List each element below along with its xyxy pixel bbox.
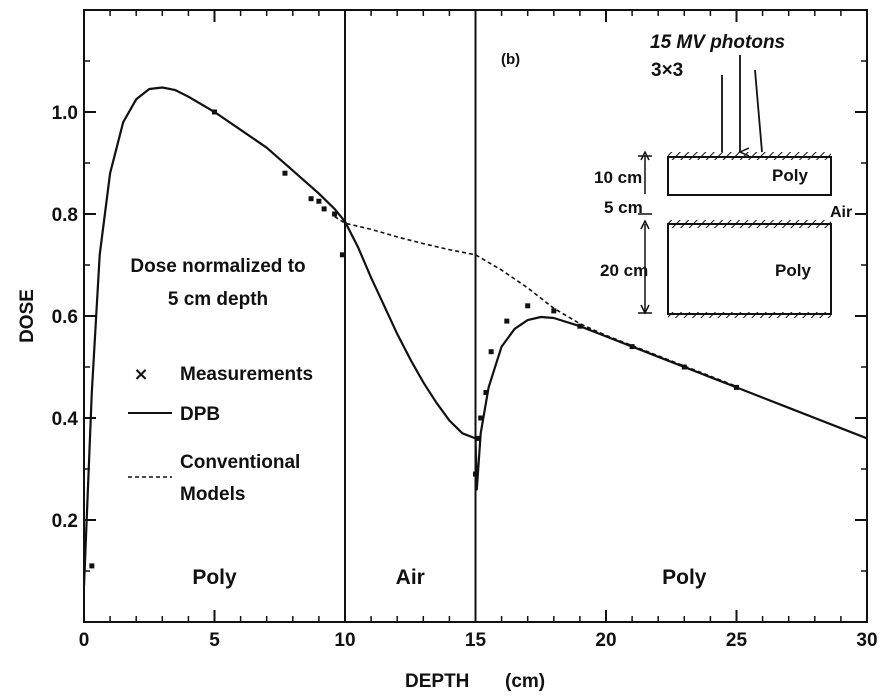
legend-conventional-label-2: Models <box>180 484 245 505</box>
region-label: Poly <box>662 566 707 589</box>
measurement-point <box>473 471 478 477</box>
measurement-point <box>321 206 327 212</box>
annotation-line-1: Dose normalized to <box>130 256 305 277</box>
legend-dpb-label: DPB <box>180 404 220 425</box>
series-layer <box>82 86 868 587</box>
legend: × Measurements DPB Conventional Models <box>128 364 313 505</box>
geometry-inset: 15 MV photons 3×3 Poly Poly Air 10 cm 5 … <box>594 32 852 318</box>
legend-measurements-symbol: × <box>133 364 148 385</box>
x-axis-unit: (cm) <box>505 671 545 692</box>
measurement-point <box>504 318 510 324</box>
measurement-point <box>308 196 314 202</box>
region-label: Air <box>396 566 425 589</box>
x-tick-label: 15 <box>465 630 487 651</box>
measurement-point <box>577 323 583 329</box>
inset-title: 15 MV photons <box>650 32 785 53</box>
dim-arrow-1 <box>640 150 650 161</box>
bottom-slab-material: Poly <box>775 261 811 280</box>
measurement-point <box>734 384 739 390</box>
region-labels: Poly Air Poly <box>192 566 706 589</box>
measurement-point <box>551 308 557 314</box>
measurement-point <box>525 303 531 309</box>
x-tick-label: 5 <box>209 630 220 651</box>
inset-field-size: 3×3 <box>651 60 683 81</box>
bottom-thickness-label: 20 cm <box>600 261 648 280</box>
y-axis-ticks: 0.2 0.4 0.6 0.8 1.0 <box>52 60 867 572</box>
gap-thickness-label: 5 cm <box>604 198 643 217</box>
measurement-point <box>483 390 489 395</box>
measurement-point <box>282 170 288 176</box>
measurement-point <box>339 252 345 258</box>
gap-material: Air <box>830 204 852 221</box>
annotation-line-2: 5 cm depth <box>168 289 268 310</box>
measurement-point <box>629 344 635 350</box>
top-slab <box>667 156 832 196</box>
measurement-point <box>478 415 484 421</box>
dpb-line <box>82 86 868 587</box>
conventional-models-line <box>334 215 737 388</box>
x-tick-label: 10 <box>334 630 355 651</box>
y-tick-label: 0.2 <box>52 511 78 532</box>
y-tick-label: 1.0 <box>52 103 78 124</box>
measurement-point <box>316 198 322 204</box>
measurement-point <box>475 435 481 441</box>
y-tick-label: 0.4 <box>52 409 79 430</box>
y-axis-title: DOSE <box>17 289 38 343</box>
bottom-slab-base-hatch <box>668 312 831 318</box>
dim-arrow-2 <box>640 219 650 230</box>
x-tick-label: 30 <box>856 630 877 651</box>
y-tick-label: 0.6 <box>52 307 78 328</box>
panel-label: (b) <box>501 51 520 68</box>
legend-measurements-label: Measurements <box>180 364 313 385</box>
region-boundaries <box>344 10 477 622</box>
x-tick-label: 25 <box>726 630 748 651</box>
measurement-point <box>212 109 217 115</box>
x-tick-label: 20 <box>595 630 616 651</box>
measurement-point <box>89 563 95 569</box>
top-slab-material: Poly <box>772 166 808 185</box>
measurement-point <box>332 211 338 217</box>
beam-line-right-upper <box>754 69 763 153</box>
region-label: Poly <box>192 566 237 589</box>
measurement-point <box>681 364 687 370</box>
measurement-point <box>488 349 494 355</box>
x-axis-title: DEPTH <box>405 671 469 692</box>
x-tick-label: 0 <box>79 630 90 651</box>
top-thickness-label: 10 cm <box>594 168 642 187</box>
y-tick-label: 0.8 <box>52 205 78 226</box>
legend-conventional-label-1: Conventional <box>180 452 300 473</box>
measurement-markers <box>89 109 739 569</box>
dim-arrow-3 <box>640 304 650 315</box>
